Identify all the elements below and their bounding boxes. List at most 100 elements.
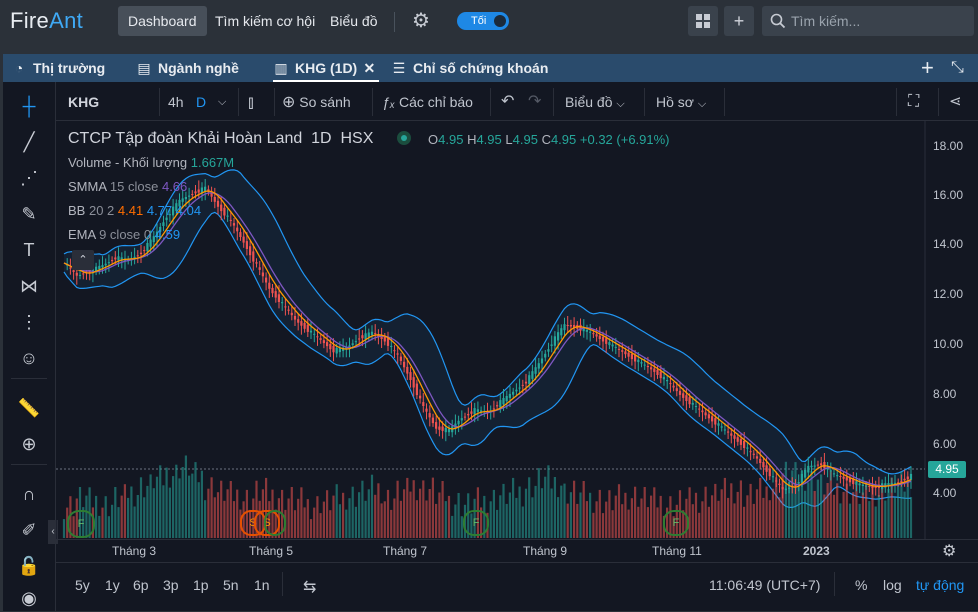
price-tick: 14.00 <box>933 237 964 251</box>
range-1n[interactable]: 1n <box>254 577 270 593</box>
volume-bar <box>704 486 707 538</box>
candle-body <box>249 246 252 256</box>
collapse-icon[interactable]: ⤡ <box>951 59 964 76</box>
share-icon[interactable]: ⋖ <box>949 93 962 110</box>
volume-bar <box>816 479 819 538</box>
event-marker-icon[interactable]: F <box>67 510 95 538</box>
nav-search-opportunity[interactable]: Tìm kiếm cơ hội <box>215 13 316 29</box>
event-marker-icon[interactable]: F <box>663 510 689 536</box>
search-box[interactable]: Tìm kiếm... <box>762 6 974 36</box>
fib-tool-icon[interactable]: ⋰ <box>20 168 38 188</box>
add-tab-icon[interactable]: + <box>921 55 934 80</box>
nav-dashboard[interactable]: Dashboard <box>118 6 207 36</box>
theme-toggle[interactable]: Tối <box>457 12 509 30</box>
trend-line-icon[interactable]: ╱ <box>23 132 35 152</box>
grid-layout-icon[interactable] <box>688 6 718 36</box>
candle-body <box>143 250 146 252</box>
candle-body <box>890 482 893 485</box>
range-5n[interactable]: 5n <box>223 577 239 593</box>
volume-bar <box>120 495 123 538</box>
volume-bar <box>582 481 585 538</box>
emoji-icon[interactable]: ☺ <box>19 348 39 368</box>
range-6p[interactable]: 6p <box>133 577 149 593</box>
candle-body <box>162 222 165 226</box>
candle-body <box>505 396 508 402</box>
time-tick: Tháng 5 <box>249 544 294 558</box>
date-range-icon[interactable]: ⇆ <box>303 579 317 596</box>
tab-stock-index[interactable]: ☰ Chỉ số chứng khoán <box>391 54 549 82</box>
event-marker-icon[interactable] <box>264 510 286 536</box>
pattern-icon[interactable]: ⋈ <box>20 276 38 296</box>
interval-d[interactable]: D <box>196 94 207 110</box>
candle-body <box>104 263 107 266</box>
event-marker-icon[interactable]: S <box>254 510 280 536</box>
undo-icon[interactable]: ↶ <box>501 93 515 110</box>
range-1y[interactable]: 1y <box>105 577 120 593</box>
crosshair-icon[interactable]: ┼ <box>22 96 36 116</box>
magnet-icon[interactable]: ∩ <box>22 484 36 504</box>
tab-industry[interactable]: ▤ Ngành nghề <box>136 54 239 82</box>
eye-icon[interactable]: ◉ <box>21 588 37 608</box>
symbol-input[interactable]: KHG <box>68 94 100 110</box>
volume-bar <box>524 488 528 538</box>
profile-menu[interactable]: Hồ sơ ⌵ <box>656 94 707 110</box>
fireant-logo[interactable]: FireAnt <box>10 8 84 33</box>
lock-icon[interactable]: 🔓 <box>17 556 41 576</box>
add-icon[interactable]: + <box>724 6 754 36</box>
price-chart[interactable] <box>56 121 978 539</box>
candle-body <box>646 366 649 368</box>
tab-khg-chart[interactable]: ▥ KHG (1D) ✕ <box>273 54 380 82</box>
gear-icon[interactable]: ⚙ <box>412 10 430 32</box>
interval-4h[interactable]: 4h <box>168 94 184 110</box>
volume-bar <box>755 489 759 538</box>
zoom-in-icon[interactable]: ⊕ <box>21 434 37 454</box>
compare-button[interactable]: ⊕ So sánh <box>282 94 351 111</box>
chart-type-menu[interactable]: Biểu đồ ⌵ <box>565 94 625 110</box>
candle-body <box>691 402 694 405</box>
collapse-legend-icon[interactable]: ⌃ <box>72 250 94 270</box>
close-icon[interactable]: ✕ <box>363 60 376 76</box>
range-3p[interactable]: 3p <box>163 577 179 593</box>
range-5y[interactable]: 5y <box>75 577 90 593</box>
tab-market[interactable]: ◔ Thị trường <box>11 54 105 82</box>
log-toggle[interactable]: log <box>883 577 902 593</box>
volume-bar <box>130 486 133 538</box>
lock-draw-icon[interactable]: ✐ <box>21 520 37 540</box>
candle-body <box>72 270 75 272</box>
candlestick-type-icon[interactable]: ⫾ <box>248 92 254 112</box>
candle-body <box>563 324 566 331</box>
ruler-icon[interactable]: 📏 <box>17 398 41 418</box>
volume-bar <box>422 480 425 538</box>
nav-chart[interactable]: Biểu đồ <box>330 13 378 29</box>
event-marker-icon[interactable]: F <box>463 510 489 536</box>
fullscreen-icon[interactable]: ⛶ <box>908 93 920 110</box>
candle-body <box>329 344 332 350</box>
range-1p[interactable]: 1p <box>193 577 209 593</box>
smma-legend[interactable]: SMMA 15 close 4.66 <box>68 179 188 194</box>
candle-body <box>601 336 605 342</box>
ema-legend[interactable]: EMA 9 close 0 4.59 <box>68 227 181 242</box>
volume-bar <box>534 485 537 538</box>
indicators-button[interactable]: ƒₓ Các chỉ báo <box>382 94 473 110</box>
collapse-toolbar-icon[interactable]: ‹ <box>48 520 58 544</box>
brush-icon[interactable]: ✎ <box>21 204 37 224</box>
candle-body <box>669 383 672 385</box>
volume-bar <box>800 470 803 538</box>
redo-icon[interactable]: ↷ <box>528 93 542 110</box>
volume-bar <box>656 507 659 538</box>
volume-bar <box>210 477 213 538</box>
text-icon[interactable]: T <box>23 240 35 260</box>
settings-icon[interactable]: ⚙ <box>942 543 957 560</box>
percent-toggle[interactable]: % <box>855 577 868 593</box>
candle-body <box>653 368 656 372</box>
bb-legend[interactable]: BB 20 2 4.41 4.77 4.04 <box>68 203 202 218</box>
chevron-down-icon[interactable]: ⌵ <box>218 96 227 108</box>
volume-legend[interactable]: Volume - Khối lượng 1.667M <box>68 155 235 170</box>
fx-icon: ƒₓ <box>382 94 396 110</box>
candle-body <box>95 266 98 272</box>
volume-bar <box>415 500 418 538</box>
toolbar-divider-2 <box>11 464 47 465</box>
prediction-icon[interactable]: ⋮ <box>20 312 38 332</box>
auto-toggle[interactable]: tự động <box>916 577 965 593</box>
volume-bar <box>165 467 168 538</box>
